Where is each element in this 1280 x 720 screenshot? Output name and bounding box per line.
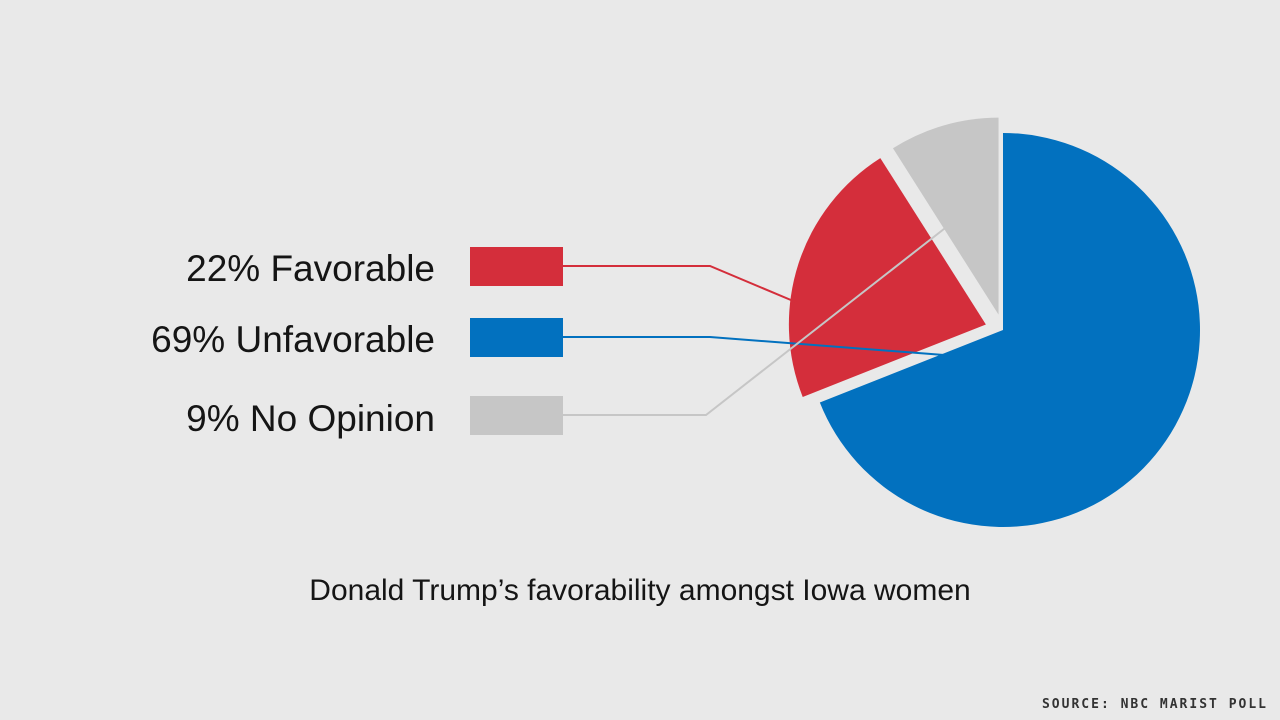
legend-swatch-unfavorable: [470, 318, 563, 357]
slices-layer: [788, 117, 1200, 528]
slice-unfavorable: [819, 133, 1200, 528]
slice-no-opinion: [892, 117, 999, 315]
slice-favorable: [788, 158, 986, 397]
legend-label-no-opinion: 9% No Opinion: [186, 398, 435, 439]
legend-swatch-favorable: [470, 247, 563, 286]
leader-line-favorable: [563, 265, 799, 304]
leader-line-no-opinion: [563, 217, 959, 416]
legend-swatch-no-opinion: [470, 396, 563, 435]
legend-label-favorable: 22% Favorable: [186, 248, 435, 289]
source-note: SOURCE: NBC MARIST POLL: [1041, 697, 1268, 712]
leaders-layer: [563, 217, 959, 416]
legend-label-unfavorable: 69% Unfavorable: [151, 319, 435, 360]
leader-line-unfavorable: [563, 336, 945, 356]
chart-caption: Donald Trump’s favorability amongst Iowa…: [309, 574, 971, 607]
